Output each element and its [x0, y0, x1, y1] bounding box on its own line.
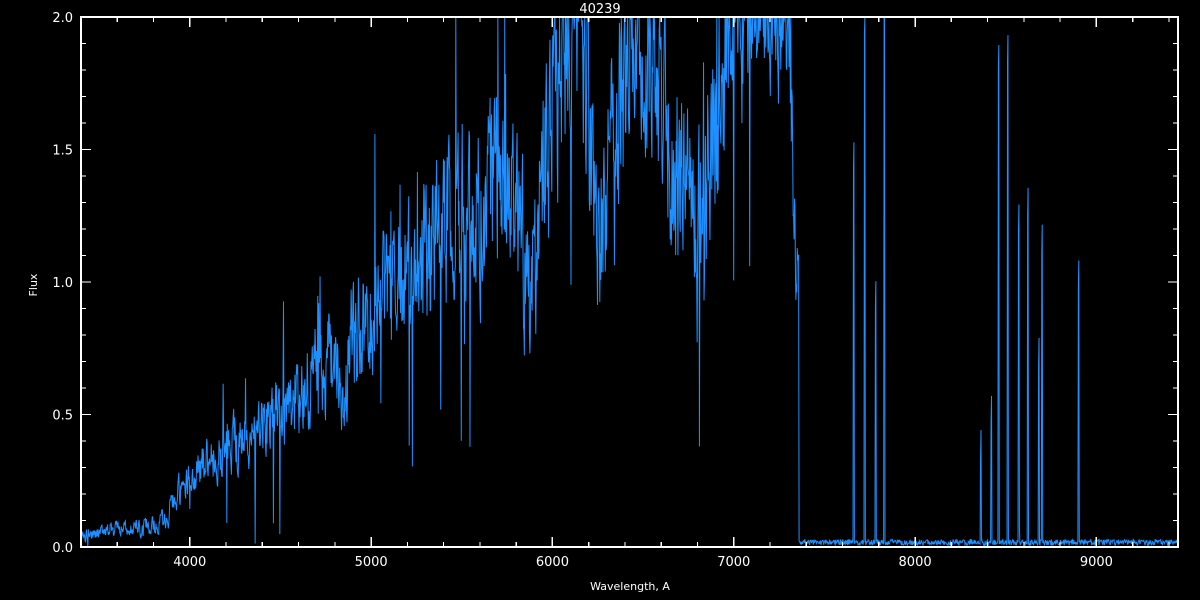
- x-tick-label: 4000: [173, 555, 206, 570]
- y-tick-label: 2.0: [52, 11, 73, 26]
- axes-layer: [80, 16, 1179, 548]
- y-tick-label: 1.5: [52, 144, 73, 159]
- x-axis-title: Wavelength, A: [590, 580, 670, 593]
- axis-labels-layer: 4000 5000 6000 7000 8000 9000 0.0 0.5 1.0 1.5 2.0: [52, 11, 1113, 570]
- x-tick-label: 8000: [899, 555, 932, 570]
- y-tick-label: 0.5: [52, 409, 73, 424]
- y-tick-label: 1.0: [52, 276, 73, 291]
- page-title: 40239: [579, 2, 620, 17]
- y-tick-label: 0.0: [52, 541, 73, 556]
- y-axis-title: Flux: [27, 273, 40, 296]
- x-tick-label: 6000: [536, 555, 569, 570]
- spectrum-line: [80, 16, 1179, 548]
- x-tick-label: 7000: [717, 555, 750, 570]
- spectrum-series: [80, 16, 1179, 548]
- x-tick-label: 9000: [1080, 555, 1113, 570]
- x-tick-label: 5000: [355, 555, 388, 570]
